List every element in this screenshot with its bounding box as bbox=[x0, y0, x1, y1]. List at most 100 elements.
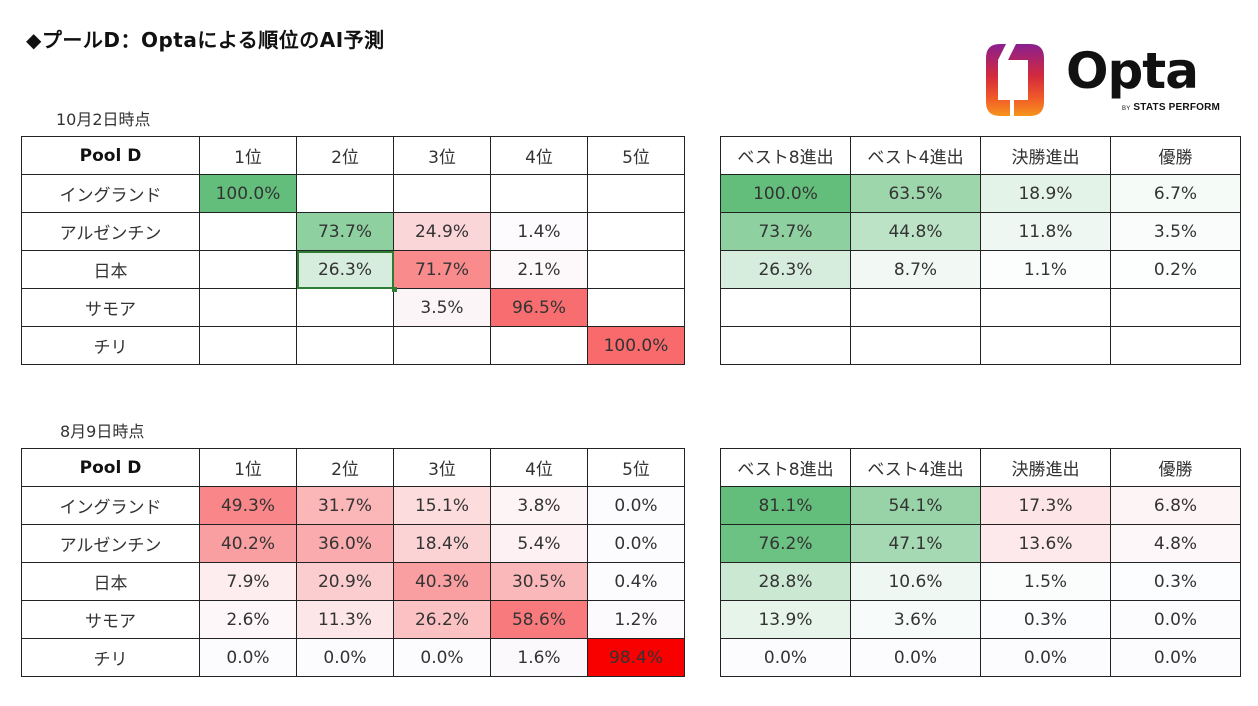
probability-cell[interactable]: 73.7% bbox=[296, 212, 394, 251]
probability-cell[interactable]: 13.9% bbox=[720, 600, 851, 639]
probability-cell[interactable]: 24.9% bbox=[393, 212, 491, 251]
team-name-cell[interactable]: サモア bbox=[21, 288, 200, 327]
probability-cell[interactable]: 28.8% bbox=[720, 562, 851, 601]
probability-cell[interactable]: 3.6% bbox=[850, 600, 981, 639]
probability-cell[interactable]: 1.6% bbox=[490, 638, 588, 677]
probability-cell[interactable] bbox=[587, 212, 685, 251]
probability-cell[interactable] bbox=[490, 326, 588, 365]
team-name-cell[interactable]: 日本 bbox=[21, 562, 200, 601]
probability-cell[interactable]: 100.0% bbox=[199, 174, 297, 213]
probability-cell[interactable]: 6.7% bbox=[1110, 174, 1241, 213]
probability-cell[interactable] bbox=[296, 326, 394, 365]
probability-cell[interactable]: 26.2% bbox=[393, 600, 491, 639]
probability-cell[interactable]: 0.0% bbox=[393, 638, 491, 677]
probability-cell[interactable]: 26.3% bbox=[296, 250, 398, 293]
team-name-cell[interactable]: アルゼンチン bbox=[21, 524, 200, 563]
probability-cell[interactable]: 49.3% bbox=[199, 486, 297, 525]
probability-cell[interactable]: 18.4% bbox=[393, 524, 491, 563]
probability-cell[interactable] bbox=[296, 174, 394, 213]
probability-cell[interactable]: 36.0% bbox=[296, 524, 394, 563]
probability-cell[interactable]: 0.0% bbox=[296, 638, 394, 677]
probability-cell[interactable]: 96.5% bbox=[490, 288, 588, 327]
probability-cell[interactable]: 3.5% bbox=[393, 288, 491, 327]
probability-cell[interactable] bbox=[296, 288, 394, 327]
probability-cell[interactable]: 26.3% bbox=[720, 250, 851, 289]
probability-cell[interactable]: 1.4% bbox=[490, 212, 588, 251]
probability-cell[interactable]: 0.0% bbox=[587, 524, 685, 563]
probability-cell[interactable]: 18.9% bbox=[980, 174, 1111, 213]
column-header[interactable]: 2位 bbox=[296, 448, 394, 487]
column-header[interactable]: 4位 bbox=[490, 136, 588, 175]
probability-cell[interactable]: 0.4% bbox=[587, 562, 685, 601]
probability-cell[interactable]: 30.5% bbox=[490, 562, 588, 601]
probability-cell[interactable]: 6.8% bbox=[1110, 486, 1241, 525]
probability-cell[interactable] bbox=[199, 288, 297, 327]
probability-cell[interactable] bbox=[199, 250, 297, 289]
probability-cell[interactable]: 100.0% bbox=[587, 326, 685, 365]
probability-cell[interactable]: 15.1% bbox=[393, 486, 491, 525]
team-name-cell[interactable]: イングランド bbox=[21, 174, 200, 213]
probability-cell[interactable] bbox=[720, 326, 851, 365]
column-header[interactable]: 3位 bbox=[393, 448, 491, 487]
probability-cell[interactable] bbox=[1110, 288, 1241, 327]
probability-cell[interactable]: 1.1% bbox=[980, 250, 1111, 289]
probability-cell[interactable] bbox=[199, 326, 297, 365]
probability-cell[interactable]: 81.1% bbox=[720, 486, 851, 525]
probability-cell[interactable]: 0.3% bbox=[980, 600, 1111, 639]
probability-cell[interactable]: 0.0% bbox=[587, 486, 685, 525]
probability-cell[interactable]: 47.1% bbox=[850, 524, 981, 563]
probability-cell[interactable]: 40.3% bbox=[393, 562, 491, 601]
probability-cell[interactable]: 3.8% bbox=[490, 486, 588, 525]
team-name-cell[interactable]: アルゼンチン bbox=[21, 212, 200, 251]
probability-cell[interactable] bbox=[393, 174, 491, 213]
probability-cell[interactable]: 10.6% bbox=[850, 562, 981, 601]
column-header[interactable]: ベスト4進出 bbox=[850, 448, 981, 487]
team-name-cell[interactable]: チリ bbox=[21, 638, 200, 677]
probability-cell[interactable] bbox=[199, 212, 297, 251]
probability-cell[interactable]: 4.8% bbox=[1110, 524, 1241, 563]
probability-cell[interactable]: 58.6% bbox=[490, 600, 588, 639]
column-header[interactable]: Pool D bbox=[21, 136, 200, 175]
probability-cell[interactable] bbox=[1110, 326, 1241, 365]
probability-cell[interactable] bbox=[850, 288, 981, 327]
probability-cell[interactable] bbox=[980, 326, 1111, 365]
column-header[interactable]: 決勝進出 bbox=[980, 136, 1111, 175]
probability-cell[interactable]: 31.7% bbox=[296, 486, 394, 525]
probability-cell[interactable]: 71.7% bbox=[393, 250, 491, 289]
probability-cell[interactable]: 0.0% bbox=[1110, 638, 1241, 677]
probability-cell[interactable]: 54.1% bbox=[850, 486, 981, 525]
column-header[interactable]: 1位 bbox=[199, 448, 297, 487]
column-header[interactable]: 5位 bbox=[587, 136, 685, 175]
probability-cell[interactable]: 7.9% bbox=[199, 562, 297, 601]
probability-cell[interactable]: 0.0% bbox=[1110, 600, 1241, 639]
probability-cell[interactable] bbox=[490, 174, 588, 213]
probability-cell[interactable]: 1.5% bbox=[980, 562, 1111, 601]
probability-cell[interactable]: 3.5% bbox=[1110, 212, 1241, 251]
probability-cell[interactable]: 44.8% bbox=[850, 212, 981, 251]
probability-cell[interactable]: 0.0% bbox=[199, 638, 297, 677]
probability-cell[interactable] bbox=[393, 326, 491, 365]
probability-cell[interactable] bbox=[587, 174, 685, 213]
column-header[interactable]: ベスト4進出 bbox=[850, 136, 981, 175]
team-name-cell[interactable]: チリ bbox=[21, 326, 200, 365]
column-header[interactable]: 優勝 bbox=[1110, 448, 1241, 487]
probability-cell[interactable]: 17.3% bbox=[980, 486, 1111, 525]
probability-cell[interactable]: 11.3% bbox=[296, 600, 394, 639]
column-header[interactable]: 1位 bbox=[199, 136, 297, 175]
probability-cell[interactable]: 73.7% bbox=[720, 212, 851, 251]
probability-cell[interactable]: 0.2% bbox=[1110, 250, 1241, 289]
column-header[interactable]: Pool D bbox=[21, 448, 200, 487]
column-header[interactable]: 優勝 bbox=[1110, 136, 1241, 175]
team-name-cell[interactable]: 日本 bbox=[21, 250, 200, 289]
probability-cell[interactable] bbox=[980, 288, 1111, 327]
probability-cell[interactable]: 20.9% bbox=[296, 562, 394, 601]
probability-cell[interactable]: 2.1% bbox=[490, 250, 588, 289]
probability-cell[interactable]: 0.3% bbox=[1110, 562, 1241, 601]
probability-cell[interactable]: 1.2% bbox=[587, 600, 685, 639]
team-name-cell[interactable]: イングランド bbox=[21, 486, 200, 525]
probability-cell[interactable]: 2.6% bbox=[199, 600, 297, 639]
probability-cell[interactable]: 40.2% bbox=[199, 524, 297, 563]
probability-cell[interactable]: 0.0% bbox=[720, 638, 851, 677]
column-header[interactable]: ベスト8進出 bbox=[720, 136, 851, 175]
probability-cell[interactable]: 98.4% bbox=[587, 638, 685, 677]
